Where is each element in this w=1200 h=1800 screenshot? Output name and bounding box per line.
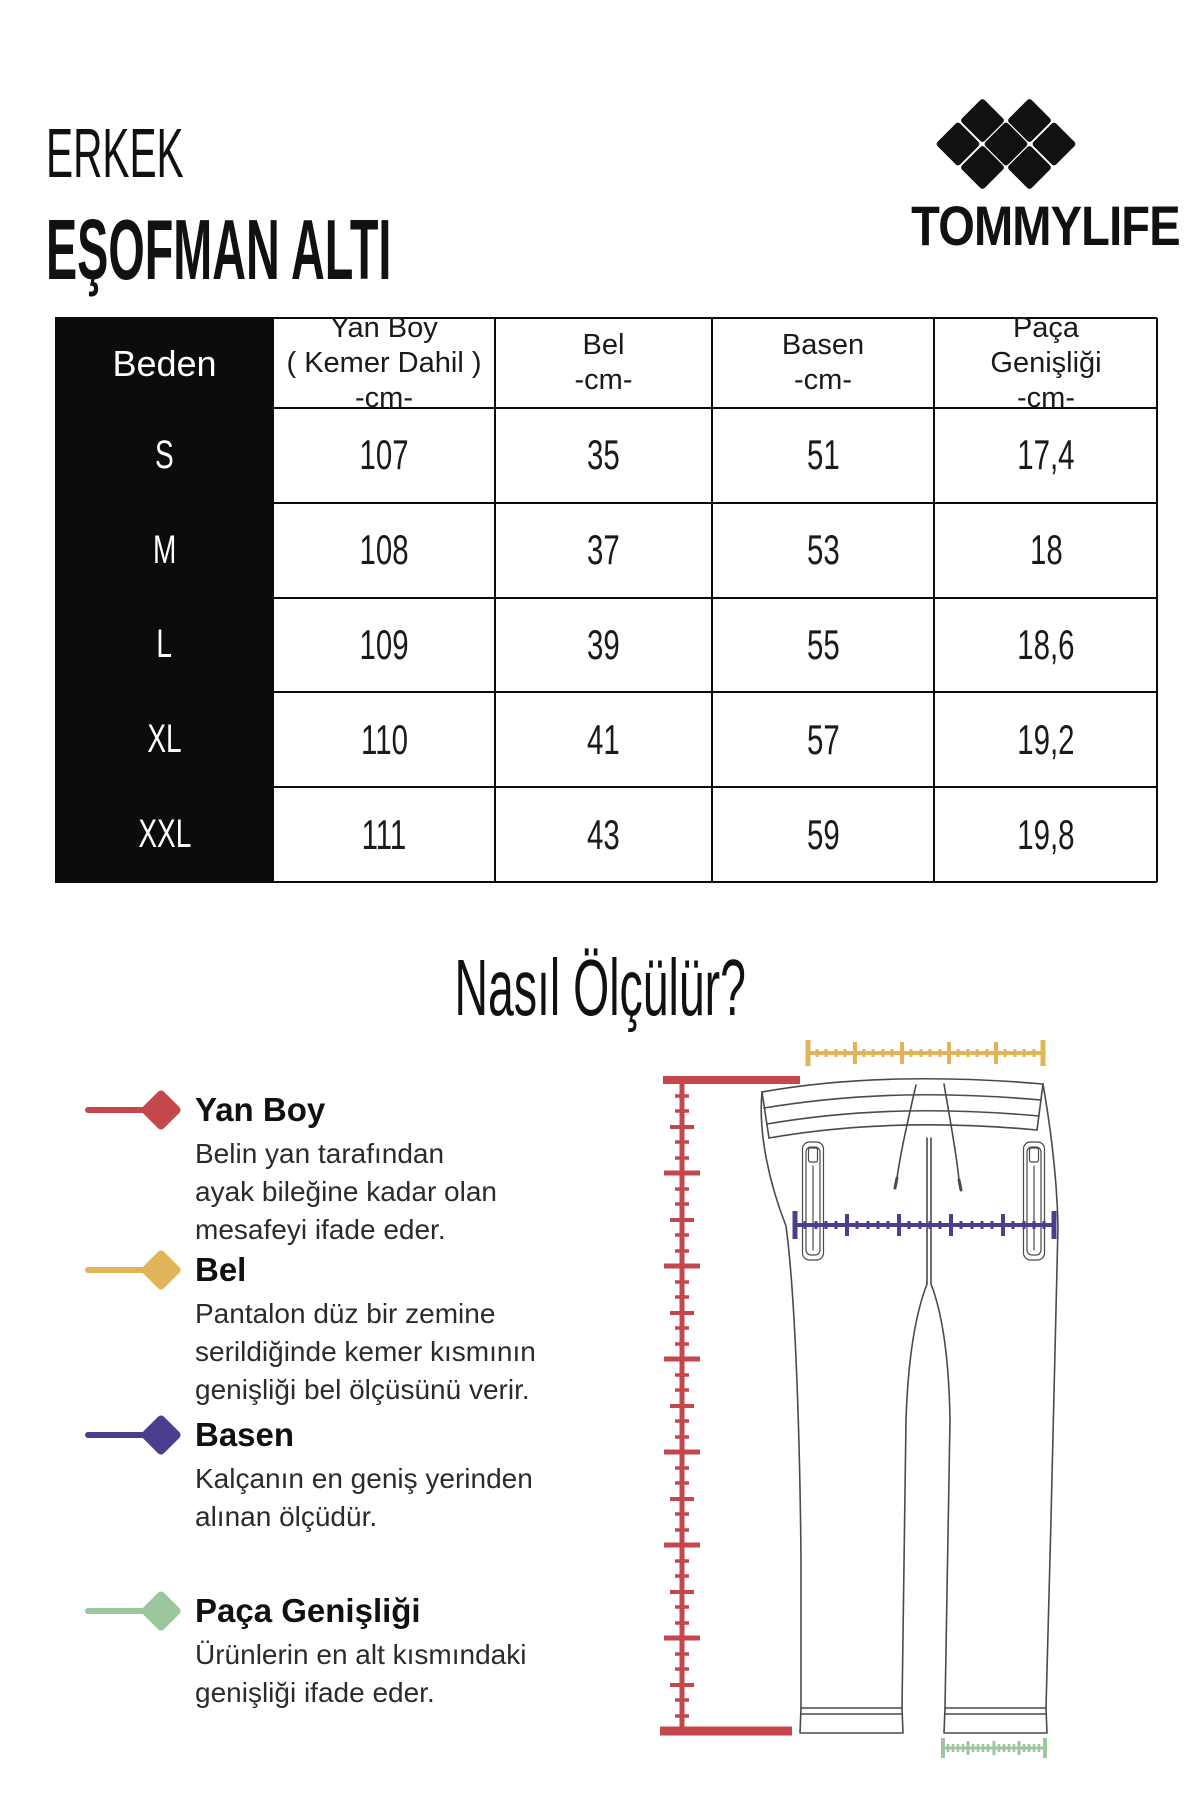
cell-value: 53: [806, 526, 840, 574]
basen-diamond-icon: [85, 1415, 181, 1455]
cell-value: 108: [359, 526, 409, 574]
cell-value: 43: [587, 810, 620, 858]
cell-yan-boy: 110: [273, 692, 495, 788]
cell-value: 107: [359, 431, 409, 479]
cell-paca: 17,4: [934, 408, 1158, 503]
cell-value: 109: [359, 620, 409, 668]
left-zip-pocket: [801, 1141, 825, 1261]
cell-value: 111: [361, 810, 407, 858]
brand-logo-icon: [936, 99, 1076, 189]
cell-value: 17,4: [1017, 431, 1075, 479]
cell-yan-boy: 108: [273, 502, 495, 598]
legend-text: Bel Pantalon düz bir zemine serildiğinde…: [195, 1240, 536, 1409]
cell-basen: 51: [712, 408, 934, 503]
cell-basen: 53: [712, 502, 934, 598]
cell-value: 39: [587, 620, 620, 668]
size-label: XXL: [56, 787, 273, 882]
size-label: M: [56, 502, 273, 598]
legend-text: Paça Genişliği Ürünlerin en alt kısmında…: [195, 1581, 526, 1712]
page-title-line2-text: EŞOFMAN ALTI: [46, 203, 392, 298]
size-label: S: [56, 408, 273, 503]
cell-yan-boy: 109: [273, 597, 495, 693]
legend-description: Pantalon düz bir zemine serildiğinde kem…: [195, 1298, 536, 1405]
cell-yan-boy: 111: [273, 787, 495, 882]
pants-outline: [760, 1077, 1059, 1734]
legend-text: Yan Boy Belin yan tarafından ayak bileği…: [195, 1080, 497, 1249]
cell-paca: 19,2: [934, 692, 1158, 788]
pants-measurement-diagram: [660, 1040, 1059, 1758]
cell-value: 57: [806, 715, 840, 763]
cell-bel: 41: [495, 692, 712, 788]
size-label-text: S: [155, 432, 174, 477]
how-to-measure-title-text: Nasıl Ölçülür?: [454, 943, 746, 1032]
size-label-text: L: [156, 622, 173, 667]
bel-ruler: [805, 1040, 1046, 1066]
column-header-yan-boy: Yan Boy ( Kemer Dahil ) -cm-: [273, 312, 495, 414]
cell-paca: 19,8: [934, 787, 1158, 882]
legend-label: Bel: [195, 1251, 247, 1288]
column-header-basen: Basen -cm-: [712, 318, 934, 408]
legend-item-bel: Bel Pantalon düz bir zemine serildiğinde…: [85, 1240, 605, 1409]
bel-diamond-icon: [85, 1250, 181, 1290]
column-header-beden: Beden: [56, 318, 273, 408]
legend-item-basen: Basen Kalçanın en geniş yerinden alınan …: [85, 1405, 605, 1536]
legend-description: Ürünlerin en alt kısmındaki genişliği if…: [195, 1639, 527, 1708]
legend-label: Paça Genişliği: [195, 1592, 421, 1629]
cell-value: 37: [587, 526, 620, 574]
right-zip-pocket: [1022, 1141, 1046, 1261]
cell-value: 59: [806, 810, 840, 858]
size-label-text: XL: [147, 717, 182, 762]
cell-value: 18: [1029, 526, 1063, 574]
cell-value: 55: [806, 620, 840, 668]
column-header-paca-genisligi: Paça Genişliği -cm-: [934, 312, 1158, 414]
column-header-bel: Bel -cm-: [495, 318, 712, 408]
brand-name-text: TOMMYLIFE: [911, 194, 1180, 257]
yan-boy-diamond-icon: [85, 1090, 181, 1130]
page-title-line2: EŞOFMAN ALTI: [46, 208, 674, 293]
size-label: L: [56, 597, 273, 693]
page-title-line1-text: ERKEK: [46, 114, 184, 192]
cell-basen: 55: [712, 597, 934, 693]
size-label-text: M: [152, 527, 177, 572]
cell-paca: 18: [934, 502, 1158, 598]
legend-text: Basen Kalçanın en geniş yerinden alınan …: [195, 1405, 533, 1536]
legend-label: Basen: [195, 1416, 295, 1453]
paca-ruler: [941, 1738, 1047, 1758]
cell-value: 41: [587, 715, 620, 763]
yan-boy-ruler: [660, 1076, 800, 1736]
size-table: Beden Yan Boy ( Kemer Dahil ) -cm- Bel -…: [55, 312, 1158, 883]
basen-ruler: [792, 1211, 1057, 1239]
cell-bel: 35: [495, 408, 712, 503]
paca-diamond-icon: [85, 1591, 181, 1631]
cell-value: 19,8: [1017, 810, 1075, 858]
brand-name: TOMMYLIFE: [860, 198, 1180, 254]
cell-yan-boy: 107: [273, 408, 495, 503]
size-label: XL: [56, 692, 273, 788]
legend-description: Kalçanın en geniş yerinden alınan ölçüdü…: [195, 1463, 533, 1532]
cell-basen: 57: [712, 692, 934, 788]
cell-bel: 37: [495, 502, 712, 598]
cell-value: 51: [806, 431, 840, 479]
cell-value: 18,6: [1017, 620, 1075, 668]
page-title-line1: ERKEK: [46, 118, 283, 188]
how-to-measure-title: Nasıl Ölçülür?: [0, 945, 1200, 1031]
diamond-cluster: [936, 99, 1076, 189]
cell-value: 19,2: [1017, 715, 1075, 763]
legend-item-yan-boy: Yan Boy Belin yan tarafından ayak bileği…: [85, 1080, 605, 1249]
size-label-text: XXL: [138, 812, 191, 857]
cell-bel: 39: [495, 597, 712, 693]
legend-label: Yan Boy: [195, 1091, 326, 1128]
cell-bel: 43: [495, 787, 712, 882]
cell-value: 110: [360, 715, 408, 763]
cell-value: 35: [587, 431, 620, 479]
legend-description: Belin yan tarafından ayak bileğine kadar…: [195, 1138, 497, 1245]
cell-paca: 18,6: [934, 597, 1158, 693]
legend-item-paca-genisligi: Paça Genişliği Ürünlerin en alt kısmında…: [85, 1581, 605, 1712]
cell-basen: 59: [712, 787, 934, 882]
